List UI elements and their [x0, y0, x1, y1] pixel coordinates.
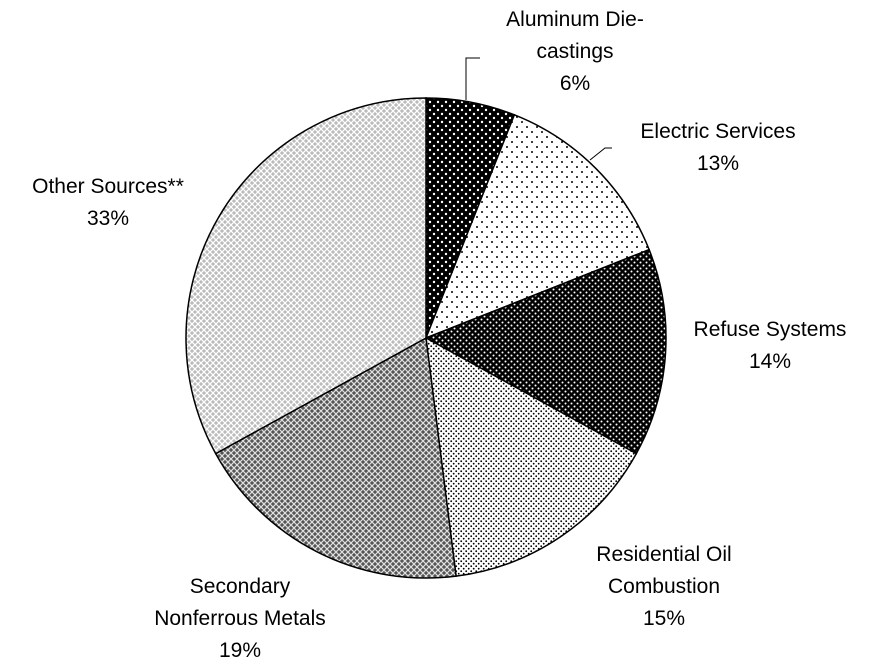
slices — [185, 97, 667, 579]
value-label: 19% — [218, 639, 262, 662]
category-label: Other Sources** — [32, 175, 184, 198]
leader-line — [589, 147, 612, 161]
category-label: Electric Services — [640, 120, 796, 143]
slice-label: Electric Services 13% — [608, 116, 828, 180]
slice-label: Other Sources** 33% — [0, 171, 218, 235]
category-label: Residential Oil Combustion — [596, 543, 732, 598]
pie-slice — [425, 336, 638, 577]
category-label: Refuse Systems — [693, 318, 847, 341]
slice-label: Refuse Systems 14% — [660, 314, 872, 378]
pie-slice — [185, 97, 427, 455]
category-label: Secondary Nonferrous Metals — [154, 575, 326, 630]
slice-label: Secondary Nonferrous Metals 19% — [140, 571, 340, 667]
value-label: 33% — [86, 207, 130, 230]
slice-label: Aluminum Die-castings 6% — [490, 4, 660, 100]
value-label: 13% — [696, 152, 740, 175]
leader-line — [465, 57, 480, 100]
value-label: 6% — [559, 72, 591, 95]
pie-slice — [424, 248, 667, 455]
value-label: 14% — [748, 350, 792, 373]
pie-slice — [214, 336, 457, 579]
value-label: 15% — [642, 607, 686, 630]
slice-label: Residential Oil Combustion 15% — [579, 539, 749, 635]
pie-slice — [424, 113, 651, 340]
category-label: Aluminum Die-castings — [506, 8, 644, 63]
